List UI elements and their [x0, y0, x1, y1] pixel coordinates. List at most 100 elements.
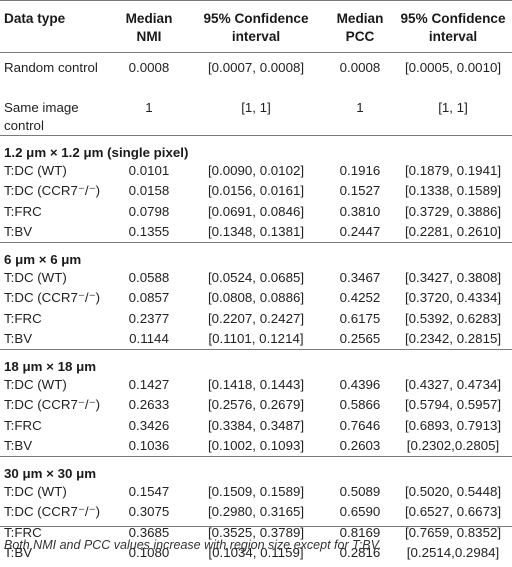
- median-pcc-cell: 0.4252: [339, 290, 381, 306]
- median-pcc-cell: 0.5089: [339, 483, 381, 499]
- row-label: Same image control: [4, 100, 79, 133]
- bottom-rule: [0, 526, 512, 527]
- pcc-ci-cell: [0.5020, 0.5448]: [404, 483, 502, 499]
- row-label: T:DC (WT): [4, 483, 67, 499]
- median-nmi-cell: 0.0588: [128, 269, 170, 285]
- table-row: T:FRC 0.0798 [0.0691, 0.0846] 0.3810 [0.3729…: [0, 201, 512, 222]
- median-nmi-cell: 0.1547: [128, 483, 170, 499]
- nmi-ci-cell: [0.0524, 0.0685]: [207, 269, 305, 285]
- row-label: T:DC (CCR7⁻/⁻): [4, 182, 101, 198]
- median-nmi-cell: 0.1144: [129, 331, 169, 347]
- median-pcc-cell: 0.1527: [339, 183, 381, 199]
- median-pcc-cell: 0.2603: [339, 438, 381, 454]
- section-title: 1.2 μm × 1.2 μm (single pixel): [4, 145, 189, 160]
- top-rule: [0, 0, 512, 1]
- section-header-row: 18 μm × 18 μm: [0, 350, 512, 374]
- nmi-ci-cell: [0.0156, 0.0161]: [207, 183, 305, 199]
- header-median-pcc: Median PCC: [336, 11, 384, 44]
- median-pcc-cell: 0.8169: [339, 524, 381, 540]
- table-row: T:DC (CCR7⁻/⁻) 0.0857 [0.0808, 0.0886] 0.42…: [0, 288, 512, 309]
- row-label: Random control: [4, 60, 98, 75]
- pcc-ci-cell: [0.2514,0.2984]: [406, 545, 500, 561]
- row-label: T:DC (WT): [4, 162, 67, 178]
- median-nmi-cell: 0.1427: [128, 376, 170, 392]
- median-nmi-cell: 0.0158: [128, 183, 170, 199]
- median-pcc-cell: 0.2816: [339, 545, 381, 561]
- nmi-ci-cell: [0.0808, 0.0886]: [207, 290, 305, 306]
- pcc-ci-cell: [0.0005, 0.0010]: [404, 60, 502, 75]
- row-label: T:BV: [4, 545, 33, 561]
- row-label: T:FRC: [4, 524, 42, 540]
- median-nmi-cell: 0.1036: [128, 438, 170, 454]
- median-nmi-cell: 1: [145, 100, 153, 115]
- median-nmi-cell: 0.1355: [128, 224, 170, 240]
- row-label: T:DC (CCR7⁻/⁻): [4, 289, 101, 305]
- pcc-ci-cell: [0.1338, 0.1589]: [404, 183, 502, 199]
- section-title: 6 μm × 6 μm: [4, 252, 82, 267]
- row-label: T:BV: [4, 224, 33, 240]
- section-header-row: 1.2 μm × 1.2 μm (single pixel): [0, 136, 512, 160]
- header-data-type: Data type: [4, 11, 66, 26]
- table-body: Random control 0.0008 [0.0007, 0.0008] 0.00…: [0, 53, 512, 564]
- header-ci-nmi: 95% Confidence interval: [203, 11, 309, 44]
- section-header-row: 30 μm × 30 μm: [0, 457, 512, 481]
- nmi-ci-cell: [0.1034, 0.1159]: [208, 545, 304, 561]
- median-pcc-cell: 0.6590: [339, 504, 381, 520]
- row-label: T:FRC: [4, 203, 42, 219]
- table-row: T:DC (WT) 0.1547 [0.1509, 0.1589] 0.5089 [0.…: [0, 481, 512, 502]
- pcc-ci-cell: [0.1879, 0.1941]: [404, 162, 502, 178]
- median-pcc-cell: 0.4396: [339, 376, 381, 392]
- median-nmi-cell: 0.3426: [128, 417, 170, 433]
- pcc-ci-cell: [0.7659, 0.8352]: [404, 524, 502, 540]
- pcc-ci-cell: [1, 1]: [438, 100, 468, 115]
- median-nmi-cell: 0.3075: [128, 504, 170, 520]
- median-pcc-cell: 0.2447: [339, 224, 381, 240]
- median-pcc-cell: 0.3810: [339, 203, 381, 219]
- nmi-ci-cell: [0.0007, 0.0008]: [207, 60, 305, 75]
- median-nmi-cell: 0.0008: [128, 60, 170, 75]
- header-ci-pcc: 95% Confidence interval: [400, 11, 506, 44]
- table-footnote: Both NMI and PCC values increase with re…: [4, 538, 382, 552]
- nmi-ci-cell: [0.1348, 0.1381]: [207, 224, 305, 240]
- table-row: T:BV 0.1355 [0.1348, 0.1381] 0.2447 [0.2281,…: [0, 222, 512, 243]
- nmi-ci-cell: [0.1002, 0.1093]: [207, 438, 305, 454]
- section-header-row: 6 μm × 6 μm: [0, 243, 512, 267]
- pcc-ci-cell: [0.3720, 0.4334]: [404, 290, 502, 306]
- section-title: 30 μm × 30 μm: [4, 466, 97, 481]
- row-label: T:FRC: [4, 310, 42, 326]
- row-label: T:DC (CCR7⁻/⁻): [4, 503, 101, 519]
- table-row: T:BV 0.1144 [0.1101, 0.1214] 0.2565 [0.2342,…: [0, 329, 512, 350]
- table-row: T:DC (CCR7⁻/⁻) 0.2633 [0.2576, 0.2679] 0.58…: [0, 395, 512, 416]
- nmi-ci-cell: [0.0691, 0.0846]: [207, 203, 305, 219]
- section-title: 18 μm × 18 μm: [4, 359, 97, 374]
- median-pcc-cell: 1: [356, 100, 364, 115]
- pcc-ci-cell: [0.5392, 0.6283]: [404, 310, 502, 326]
- nmi-ci-cell: [0.0090, 0.0102]: [207, 162, 305, 178]
- table-row: T:FRC 0.3426 [0.3384, 0.3487] 0.7646 [0.6893…: [0, 415, 512, 436]
- median-pcc-cell: 0.6175: [339, 310, 381, 326]
- nmi-ci-cell: [0.2576, 0.2679]: [207, 397, 305, 413]
- row-label: T:DC (CCR7⁻/⁻): [4, 396, 101, 412]
- table-row: T:DC (CCR7⁻/⁻) 0.0158 [0.0156, 0.0161] 0.15…: [0, 181, 512, 202]
- table-row: T:DC (WT) 0.0588 [0.0524, 0.0685] 0.3467 [0.…: [0, 267, 512, 288]
- nmi-ci-cell: [0.1509, 0.1589]: [207, 483, 305, 499]
- pcc-ci-cell: [0.6527, 0.6673]: [404, 504, 502, 520]
- row-label: T:BV: [4, 331, 33, 347]
- pcc-ci-cell: [0.2342, 0.2815]: [404, 331, 502, 347]
- pcc-ci-cell: [0.2302,0.2805]: [406, 438, 500, 454]
- median-nmi-cell: 0.0798: [128, 203, 170, 219]
- table-row: T:BV 0.1036 [0.1002, 0.1093] 0.2603 [0.2302,…: [0, 436, 512, 457]
- median-pcc-cell: 0.0008: [339, 60, 381, 75]
- table-row: T:BV 0.1080 [0.1034, 0.1159] 0.2816 [0.2514,…: [0, 543, 512, 564]
- median-pcc-cell: 0.5866: [339, 397, 381, 413]
- table-row: T:FRC 0.3685 [0.3525, 0.3789] 0.8169 [0.7659…: [0, 522, 512, 543]
- table-row: Random control 0.0008 [0.0007, 0.0008] 0.00…: [0, 53, 512, 94]
- median-pcc-cell: 0.7646: [339, 417, 381, 433]
- median-nmi-cell: 0.2377: [128, 310, 170, 326]
- table-row: T:DC (WT) 0.0101 [0.0090, 0.0102] 0.1916 [0.…: [0, 160, 512, 181]
- row-label: T:BV: [4, 438, 33, 454]
- median-nmi-cell: 0.1080: [128, 545, 170, 561]
- nmi-ci-cell: [0.1101, 0.1214]: [208, 331, 304, 347]
- table-row: T:FRC 0.2377 [0.2207, 0.2427] 0.6175 [0.5392…: [0, 308, 512, 329]
